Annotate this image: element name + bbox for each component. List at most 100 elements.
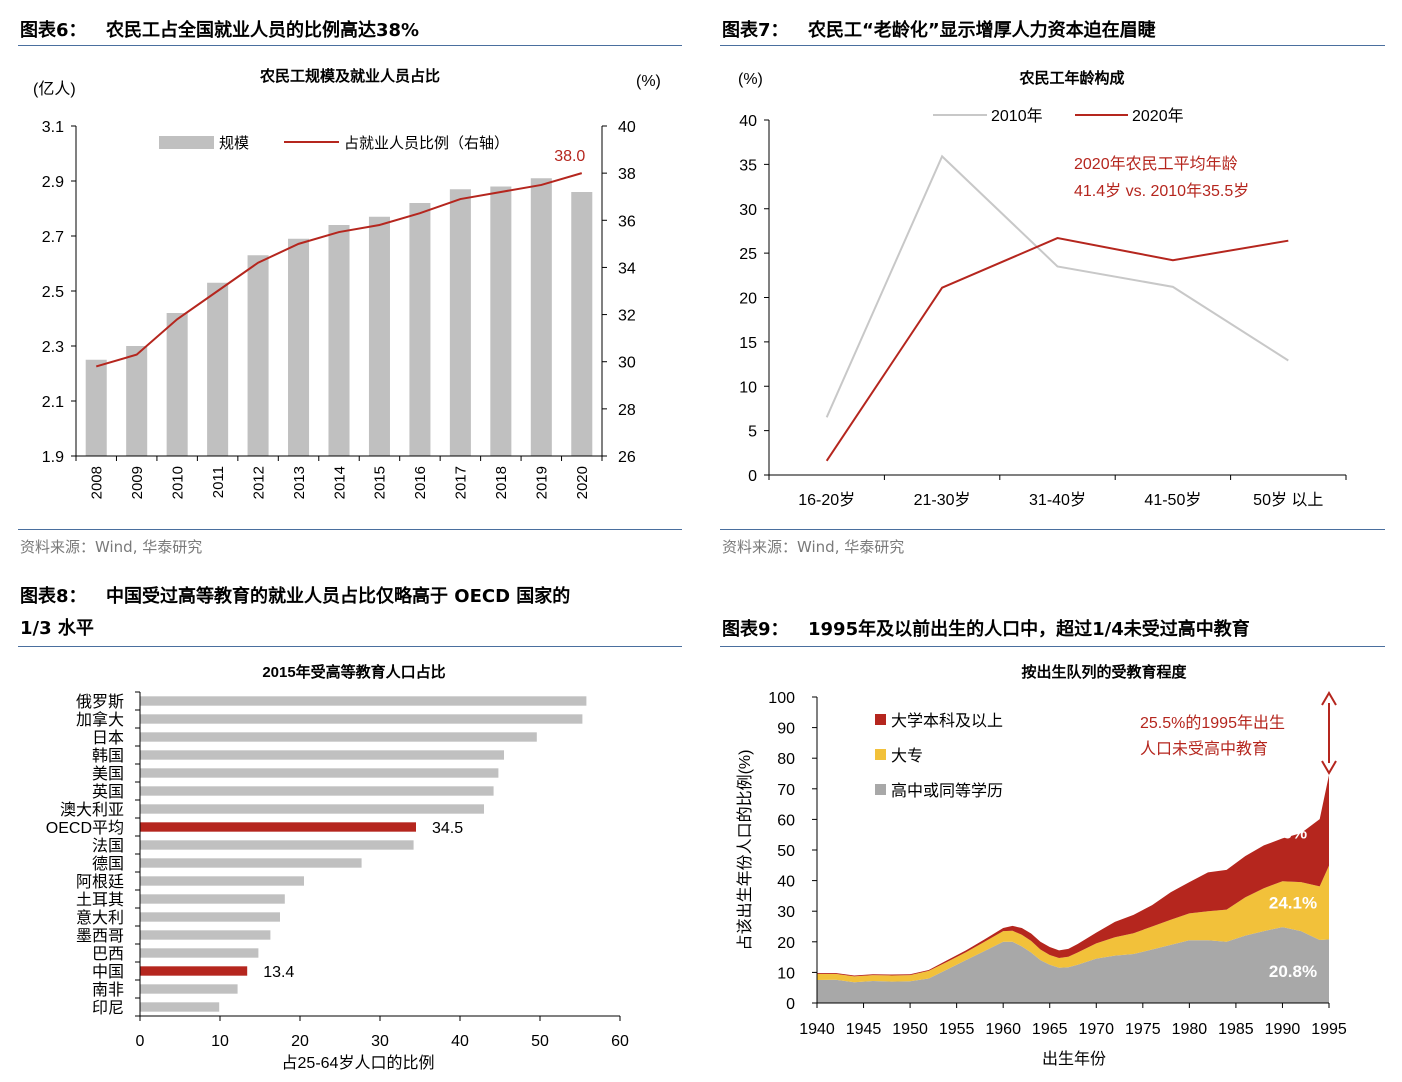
fig6-right-tick-label: 26	[618, 449, 636, 466]
fig7-y-tick-label: 15	[739, 335, 757, 352]
fig8-category-label: 英国	[92, 783, 124, 801]
fig6-bar	[207, 282, 229, 456]
fig6-left-tick-label: 2.1	[42, 394, 64, 411]
fig9-area-college	[817, 865, 1329, 983]
fig9-annotation-line: 人口未受高中教育	[1140, 740, 1268, 758]
fig6-bottom-rule	[18, 529, 682, 530]
fig8-bar	[140, 876, 304, 886]
fig6-ratio-line	[95, 172, 583, 368]
fig8-x-tick-label: 30	[371, 1033, 389, 1050]
fig9-x-tick-label: 1995	[1311, 1021, 1347, 1038]
fig9-x-tick-label: 1950	[892, 1021, 928, 1038]
fig6-left-tick-label: 2.9	[42, 174, 64, 191]
fig8-category-label: 中国	[92, 963, 124, 981]
fig9-y-tick-label: 0	[786, 996, 795, 1013]
fig7-legend-2010-label: 2010年	[991, 107, 1043, 125]
fig8-data-label: 34.5	[432, 820, 463, 837]
fig9-data-label: 29.6%	[1259, 824, 1307, 843]
fig7-label: 图表7：	[722, 20, 789, 41]
fig6-legend-line-label: 占就业人员比例（右轴）	[344, 135, 509, 152]
fig6-right-tick-label: 40	[618, 119, 636, 136]
fig8-category-label: 巴西	[92, 946, 124, 963]
fig6-right-tick-label: 32	[618, 308, 636, 325]
fig6-x-tick-label: 2013	[291, 466, 308, 499]
fig6-x-tick-label: 2011	[210, 466, 227, 498]
fig6-left-tick-label: 2.5	[42, 284, 64, 301]
fig6-bar	[85, 359, 107, 456]
fig8-category-label: OECD平均	[46, 819, 124, 837]
fig8-bar	[140, 750, 504, 760]
fig7-y-tick-label: 0	[748, 468, 757, 485]
fig9-area-bachelor	[817, 775, 1329, 977]
fig6-annotation: 38.0	[554, 148, 585, 165]
fig6-bar	[166, 313, 188, 456]
fig8-category-label: 法国	[92, 837, 124, 855]
fig9-chart: 按出生队列的受教育程度 0 10 20 30 40 50 60 70 80 90 100 1940 194…	[736, 663, 1347, 1068]
fig8-category-label: 南非	[92, 981, 124, 999]
fig9-x-tick-label: 1990	[1265, 1021, 1301, 1038]
fig6-x-tick-label: 2017	[453, 466, 470, 499]
fig8-bar	[140, 912, 280, 922]
fig8-top-rule	[18, 646, 682, 647]
fig8-bar	[140, 966, 248, 976]
fig7-y-unit: (%)	[738, 71, 763, 88]
fig7-y-tick-label: 40	[739, 113, 757, 130]
fig6-x-tick-label: 2019	[534, 466, 551, 499]
fig6-source: 资料来源：Wind, 华泰研究	[20, 538, 203, 556]
fig8-bar	[140, 768, 499, 778]
fig8-data-label: 13.4	[263, 964, 294, 981]
fig6-x-tick-label: 2008	[88, 466, 105, 499]
fig8-bar	[140, 1002, 220, 1012]
fig9-top-rule	[720, 646, 1385, 647]
fig9-arrow-down-head	[1321, 760, 1337, 776]
fig8-title-line2: 1/3 水平	[20, 618, 94, 639]
fig9-x-tick-label: 1980	[1172, 1021, 1208, 1038]
fig8-category-label: 土耳其	[76, 891, 124, 909]
fig9-chart-title: 按出生队列的受教育程度	[1021, 663, 1187, 681]
fig8-category-label: 阿根廷	[76, 873, 124, 891]
fig8-category-label: 意大利	[76, 908, 124, 927]
fig7-x-tick-label: 21-30岁	[914, 491, 971, 509]
fig9-x-tick-label: 1975	[1125, 1021, 1161, 1038]
fig9-y-tick-label: 90	[777, 721, 795, 738]
fig9-legend-label: 大专	[891, 747, 923, 765]
fig6-legend-bar-label: 规模	[219, 135, 249, 152]
fig9-legend-label: 大学本科及以上	[891, 712, 1003, 730]
fig9-y-tick-label: 70	[777, 782, 795, 799]
fig6-chart-title: 农民工规模及就业人员占比	[259, 67, 440, 85]
fig7-top-rule	[720, 45, 1385, 46]
fig9-x-tick-label: 1955	[939, 1021, 975, 1038]
fig8-category-label: 美国	[92, 765, 124, 783]
fig8-category-label: 俄罗斯	[76, 693, 124, 711]
fig7-y-tick-label: 25	[739, 246, 757, 263]
fig6-x-tick-label: 2015	[372, 466, 389, 499]
fig8-x-tick-label: 50	[531, 1033, 549, 1050]
fig9-data-label: 20.8%	[1269, 962, 1317, 981]
fig7-annotation-line: 2020年农民工平均年龄	[1074, 155, 1238, 173]
fig8-bar	[140, 984, 238, 994]
fig8-bar	[140, 696, 587, 706]
fig9-y-tick-label: 10	[777, 965, 795, 982]
fig7-x-tick-label: 50岁 以上	[1253, 491, 1323, 509]
fig8-category-label: 韩国	[92, 747, 124, 765]
fig8-category-label: 印尼	[92, 999, 124, 1017]
fig6-legend-bar-swatch	[159, 136, 214, 149]
fig6-right-tick-label: 38	[618, 166, 636, 183]
fig6-title: 图表6： 农民工占全国就业人员的比例高达38%	[20, 16, 419, 46]
fig7-title: 图表7： 农民工“老龄化”显示增厚人力资本迫在眉睫	[722, 16, 1156, 46]
fig6-bar	[490, 186, 512, 456]
fig8-category-label: 加拿大	[76, 710, 124, 729]
fig9-legend-label: 高中或同等学历	[891, 782, 1003, 800]
fig8-category-label: 日本	[92, 729, 124, 747]
fig6-x-tick-label: 2009	[129, 466, 146, 499]
fig6-title-text: 农民工占全国就业人员的比例高达38%	[106, 20, 420, 41]
fig8-x-label: 占25-64岁人口的比例	[282, 1054, 435, 1072]
fig8-bar	[140, 732, 537, 742]
fig6-label: 图表6：	[20, 20, 87, 41]
fig9-x-tick-label: 1965	[1032, 1021, 1068, 1038]
fig9-legend-swatch	[875, 749, 886, 760]
fig7-series-2010-line	[825, 154, 1289, 418]
fig6-bar	[571, 192, 593, 456]
fig9-arrow-up-head	[1321, 691, 1337, 706]
fig6-bar	[449, 189, 471, 456]
